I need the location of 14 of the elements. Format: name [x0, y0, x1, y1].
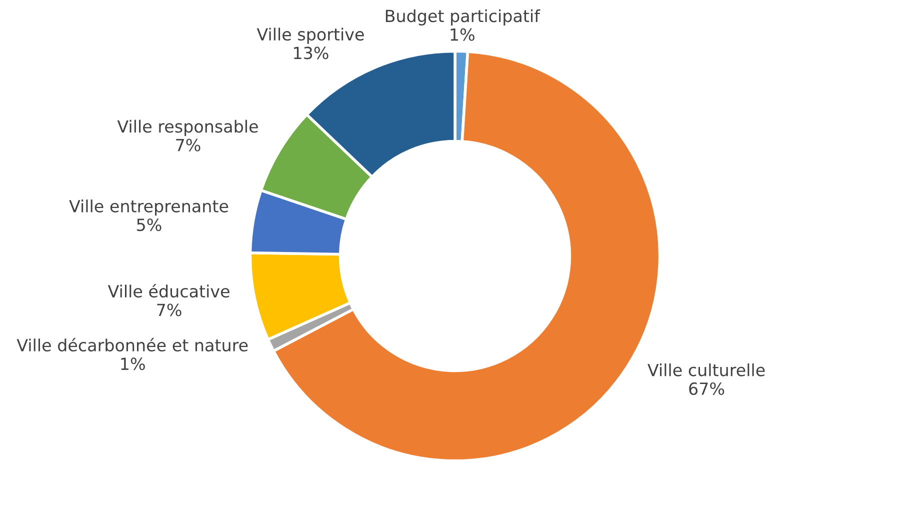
slice-label: Ville décarbonnée et nature [16, 338, 248, 352]
slice-label: Ville éducative [108, 284, 230, 298]
data-label: 7% [157, 304, 182, 316]
slice-label: Ville culturelle [648, 363, 765, 376]
data-label: 5% [137, 218, 162, 232]
slice-label: Ville responsable [117, 120, 258, 136]
slice-label: Budget participatif [386, 9, 540, 26]
data-label: 1% [121, 358, 145, 370]
data-label: 7% [176, 138, 200, 152]
data-label: 13% [294, 46, 328, 60]
data-label: 1% [450, 28, 474, 41]
data-label: 67% [689, 382, 724, 395]
slice-label: Ville sportive [256, 28, 364, 44]
slice-label: Ville entreprenante [69, 200, 228, 216]
